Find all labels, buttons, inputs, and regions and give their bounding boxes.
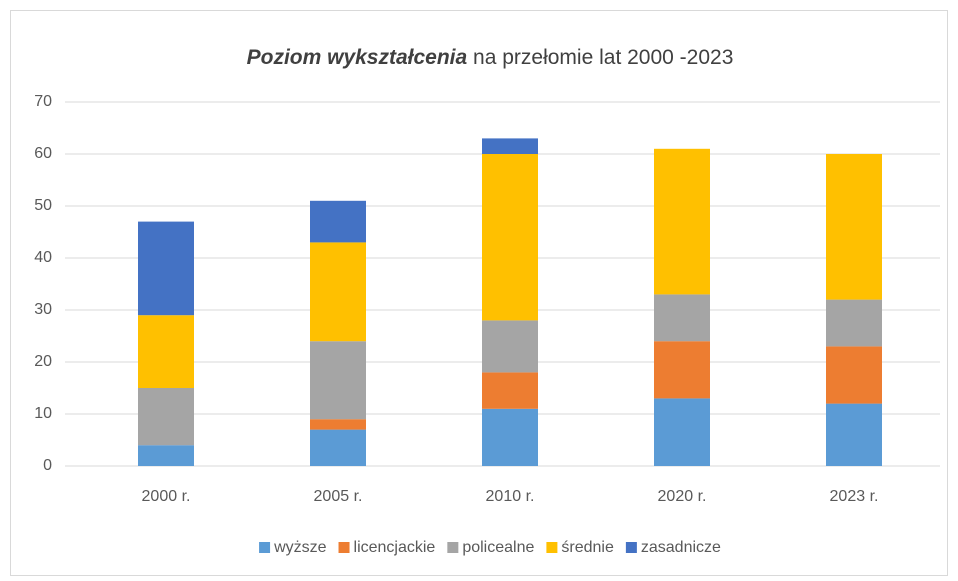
- y-tick-label: 60: [34, 145, 52, 162]
- bar-segment: [310, 341, 366, 420]
- legend-label: policealne: [462, 539, 534, 556]
- bar-segment: [482, 408, 538, 466]
- bar-segment: [654, 148, 710, 295]
- legend-swatch: [259, 542, 271, 553]
- bar-segment: [654, 341, 710, 399]
- legend-label: zasadnicze: [641, 539, 721, 556]
- y-tick-label: 30: [34, 301, 52, 318]
- bar-segment: [310, 242, 366, 342]
- legend-swatch: [546, 542, 558, 553]
- bar-segment: [310, 419, 366, 430]
- bar-segment: [654, 398, 710, 466]
- x-tick-label: 2020 r.: [658, 488, 707, 505]
- bar-segment: [826, 154, 882, 300]
- bar-segment: [138, 221, 194, 316]
- bar-segment: [654, 294, 710, 342]
- bar-segment: [826, 346, 882, 404]
- legend-swatch: [338, 542, 350, 553]
- bar-segment: [310, 200, 366, 243]
- y-tick-label: 10: [34, 405, 52, 422]
- legend-swatch: [447, 542, 459, 553]
- bar-segment: [826, 299, 882, 347]
- bar-segment: [310, 429, 366, 466]
- chart-title: Poziom wykształcenia na przełomie lat 20…: [247, 46, 734, 69]
- bar-segment: [138, 388, 194, 446]
- legend-swatch: [625, 542, 637, 553]
- legend-label: licencjackie: [354, 539, 436, 556]
- y-tick-label: 40: [34, 249, 52, 266]
- x-tick-label: 2010 r.: [486, 488, 535, 505]
- title-emphasis: Poziom wykształcenia: [247, 46, 468, 69]
- legend-label: średnie: [561, 539, 614, 556]
- bar-segment: [138, 315, 194, 388]
- x-tick-label: 2005 r.: [314, 488, 363, 505]
- x-tick-label: 2023 r.: [830, 488, 879, 505]
- bar-segment: [826, 403, 882, 466]
- y-tick-label: 50: [34, 197, 52, 214]
- x-tick-label: 2000 r.: [142, 488, 191, 505]
- bar-segment: [482, 154, 538, 321]
- y-tick-label: 20: [34, 353, 52, 370]
- y-tick-label: 70: [34, 93, 52, 110]
- bar-segment: [482, 372, 538, 409]
- title-rest: na przełomie lat 2000 -2023: [467, 46, 733, 69]
- y-tick-label: 0: [43, 457, 52, 474]
- bar-segment: [138, 445, 194, 466]
- bar-segment: [482, 138, 538, 154]
- bar-segment: [482, 320, 538, 373]
- legend-label: wyższe: [273, 539, 327, 556]
